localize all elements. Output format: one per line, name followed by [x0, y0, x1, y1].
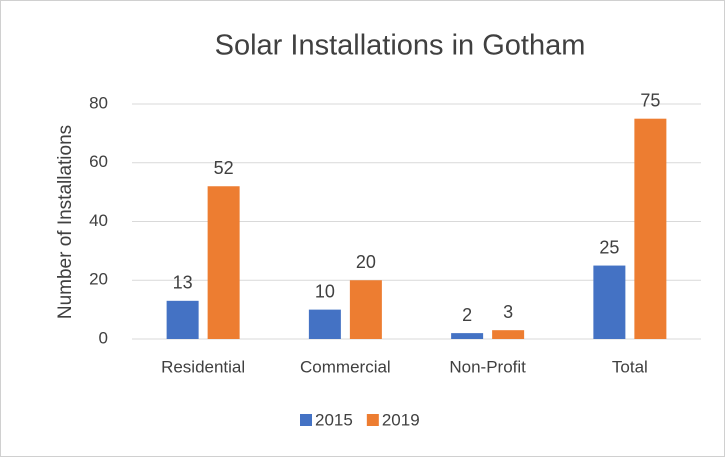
- chart-title: Solar Installations in Gotham: [215, 30, 586, 62]
- legend-swatch: [366, 414, 379, 426]
- data-label: 3: [503, 302, 513, 322]
- legend-label: 2015: [315, 410, 353, 429]
- y-tick-label: 20: [89, 270, 108, 289]
- x-tick-label: Non-Profit: [449, 357, 526, 376]
- y-tick-label: 40: [89, 211, 108, 230]
- legend-swatch: [300, 414, 312, 426]
- data-label: 10: [315, 281, 335, 301]
- data-label: 13: [173, 273, 193, 293]
- data-label: 20: [356, 252, 376, 272]
- x-tick-label: Total: [612, 357, 648, 376]
- x-tick-label: Commercial: [300, 357, 391, 376]
- data-label: 75: [640, 90, 660, 110]
- bar: [492, 330, 525, 339]
- legend-label: 2019: [382, 410, 420, 429]
- x-tick-label: Residential: [161, 357, 245, 376]
- y-tick-label: 80: [89, 93, 108, 112]
- y-tick-label: 0: [99, 328, 108, 347]
- data-label: 25: [599, 237, 619, 257]
- y-axis-title: Number of Installations: [55, 125, 76, 319]
- bar: [308, 309, 341, 339]
- bar: [349, 280, 382, 339]
- y-tick-label: 60: [89, 152, 108, 171]
- bar: [166, 300, 199, 339]
- bar: [207, 186, 240, 339]
- data-label: 52: [214, 158, 234, 178]
- bar: [634, 118, 667, 339]
- data-label: 2: [462, 305, 472, 325]
- bar: [451, 333, 484, 339]
- bar: [593, 265, 626, 339]
